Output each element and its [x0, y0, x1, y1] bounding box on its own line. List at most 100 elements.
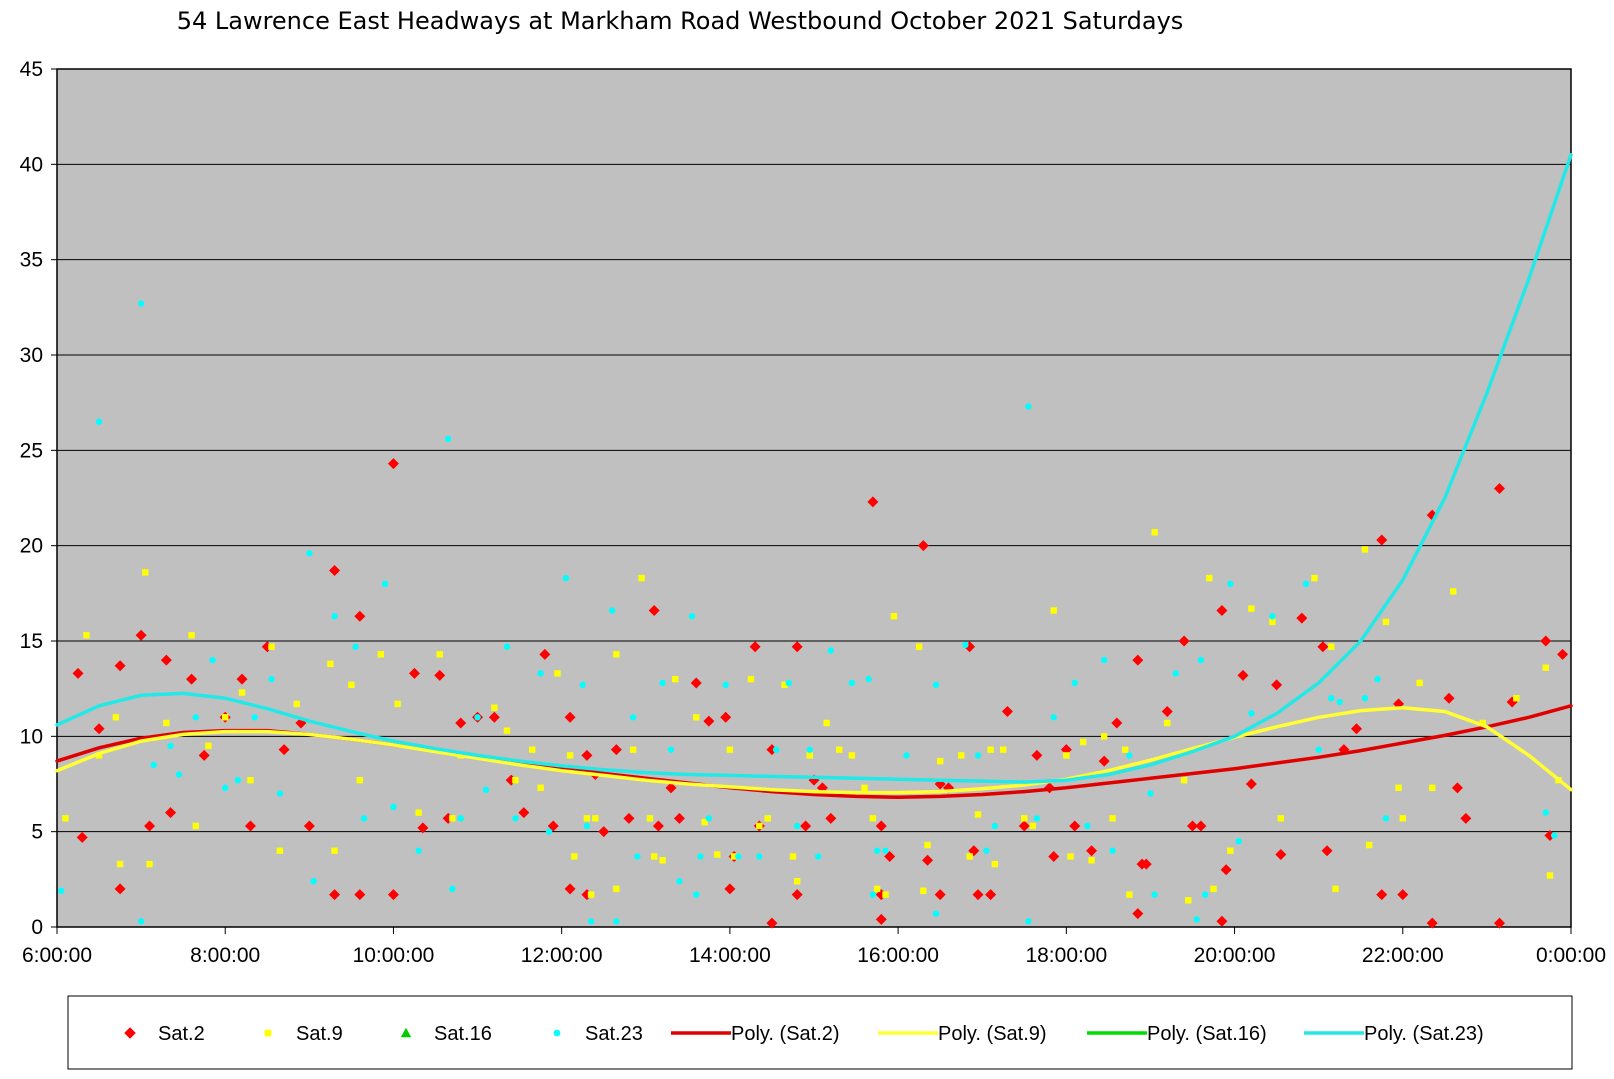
data-point — [884, 850, 896, 862]
data-point — [1069, 820, 1081, 832]
data-point — [1557, 648, 1569, 660]
data-point — [957, 752, 965, 759]
data-point — [539, 648, 551, 660]
legend-item: Poly. (Sat.16) — [1087, 1023, 1267, 1045]
data-point — [1365, 841, 1373, 849]
legend-marker — [400, 1027, 412, 1038]
data-point — [1546, 872, 1554, 879]
data-point — [825, 812, 837, 824]
data-point — [329, 889, 341, 901]
x-tick-label: 12:00:00 — [521, 944, 603, 967]
data-point — [564, 711, 576, 723]
data-point — [1088, 857, 1095, 864]
data-point — [192, 822, 199, 830]
data-point — [175, 771, 183, 778]
data-point — [652, 820, 664, 832]
data-point — [512, 815, 519, 822]
y-tick-label: 30 — [20, 344, 43, 367]
data-point — [791, 641, 803, 653]
data-point — [415, 809, 422, 816]
data-point — [167, 742, 174, 750]
data-point — [974, 752, 982, 759]
data-point — [186, 673, 198, 685]
data-point — [836, 746, 843, 753]
data-point — [903, 752, 910, 759]
data-point — [705, 815, 713, 822]
data-point — [83, 632, 90, 639]
data-point — [1071, 679, 1078, 687]
y-tick-label: 35 — [20, 249, 43, 272]
data-point — [924, 841, 931, 849]
data-point — [800, 820, 812, 832]
data-point — [1195, 820, 1207, 832]
data-point — [985, 889, 997, 901]
data-point — [537, 670, 544, 677]
y-tick-label: 25 — [20, 439, 43, 462]
data-point — [354, 610, 366, 622]
data-point — [381, 580, 389, 587]
x-tick-label: 16:00:00 — [857, 944, 939, 967]
data-point — [598, 826, 610, 838]
data-point — [93, 723, 105, 735]
data-point — [417, 822, 429, 834]
data-point — [436, 651, 443, 658]
data-point — [579, 681, 586, 689]
data-point — [583, 815, 591, 822]
data-point — [701, 818, 708, 826]
data-point — [1132, 654, 1144, 666]
data-point — [482, 786, 490, 793]
y-tick-label: 15 — [20, 630, 43, 653]
data-point — [387, 458, 399, 470]
data-point — [581, 749, 593, 761]
data-point — [1540, 635, 1552, 647]
data-point — [1018, 820, 1030, 832]
data-point — [529, 746, 536, 753]
data-point — [1050, 607, 1057, 614]
data-point — [1206, 574, 1213, 582]
data-point — [659, 679, 666, 687]
data-point — [1025, 403, 1032, 410]
data-point — [793, 878, 801, 885]
trend-lines — [55, 153, 1573, 800]
data-point — [1542, 664, 1549, 671]
data-point — [1084, 822, 1091, 830]
data-point — [165, 807, 177, 819]
data-point — [188, 632, 195, 639]
data-point — [1395, 784, 1402, 792]
data-point — [659, 857, 666, 864]
data-point — [547, 820, 559, 832]
data-point — [554, 670, 561, 677]
data-point — [192, 714, 199, 721]
data-point — [693, 714, 700, 721]
data-point — [1126, 891, 1133, 898]
data-point — [1550, 832, 1558, 839]
legend-item: Poly. (Sat.9) — [878, 1023, 1047, 1045]
data-point — [1450, 588, 1457, 595]
data-point — [1086, 845, 1098, 857]
data-point — [1269, 618, 1276, 626]
data-point — [1451, 782, 1463, 794]
x-tick-label: 8:00:00 — [190, 944, 260, 967]
data-point — [144, 820, 156, 832]
data-point — [293, 700, 300, 708]
data-point — [665, 782, 677, 794]
data-point — [1140, 858, 1152, 870]
y-axis: 0 5 10 15 20 25 30 35 40 45 — [20, 58, 57, 939]
data-point — [1147, 790, 1154, 797]
data-point — [613, 651, 620, 658]
data-point — [62, 815, 69, 822]
x-tick-label: 18:00:00 — [1025, 944, 1107, 967]
data-point — [268, 643, 275, 650]
data-point — [587, 891, 595, 898]
data-point — [932, 910, 940, 917]
data-point — [1361, 695, 1369, 702]
legend-label: Poly. (Sat.2) — [731, 1023, 840, 1045]
data-point — [1067, 853, 1074, 860]
y-tick-label: 10 — [20, 725, 43, 748]
data-point — [1296, 612, 1308, 624]
data-point — [209, 656, 216, 664]
data-point — [1180, 776, 1188, 784]
data-point — [1178, 635, 1190, 647]
data-point — [455, 717, 467, 729]
data-point — [1220, 864, 1232, 876]
